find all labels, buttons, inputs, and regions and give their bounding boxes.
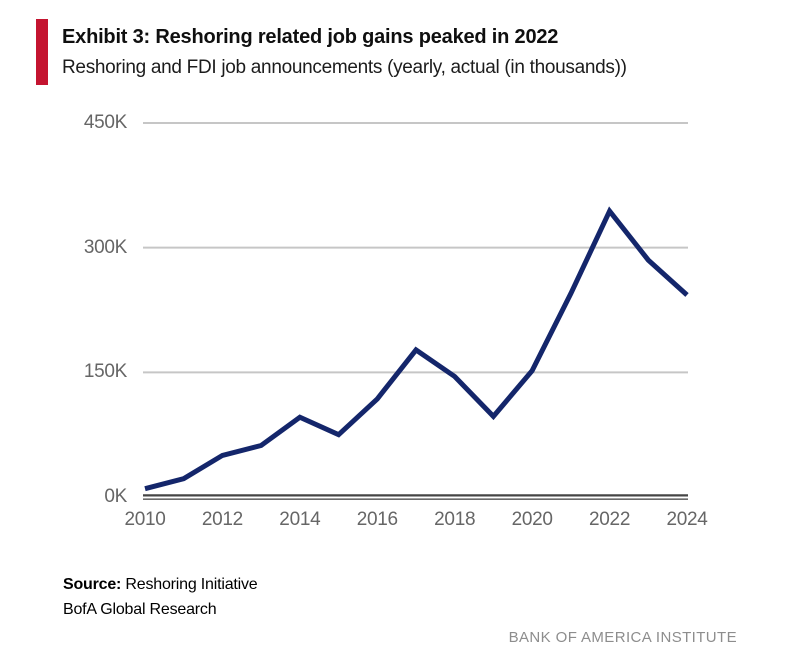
x-tick-label: 2012 xyxy=(201,509,243,530)
red-accent-bar xyxy=(36,19,48,85)
x-tick-label: 2020 xyxy=(511,509,553,530)
x-tick-label: 2022 xyxy=(589,509,631,530)
x-tick-label: 2014 xyxy=(279,509,321,530)
x-tick-label: 2010 xyxy=(124,509,166,530)
x-tick-label: 2024 xyxy=(666,509,708,530)
x-tick-label: 2018 xyxy=(434,509,476,530)
y-tick-label: 300K xyxy=(83,236,127,258)
institute-label: BANK OF AMERICA INSTITUTE xyxy=(508,629,737,646)
source-label: Source: xyxy=(63,576,122,593)
x-tick-label: 2016 xyxy=(356,509,398,530)
y-tick-label: 150K xyxy=(83,361,127,383)
data-line xyxy=(144,206,689,492)
exhibit-subtitle: Reshoring and FDI job announcements (yea… xyxy=(62,57,627,78)
y-tick-label: 450K xyxy=(83,112,127,133)
y-tick-label: 0K xyxy=(104,486,127,507)
source-text: Reshoring Initiative xyxy=(121,576,258,593)
source-line: Source: Reshoring Initiative xyxy=(63,576,258,594)
exhibit-title: Exhibit 3: Reshoring related job gains p… xyxy=(62,26,559,48)
source-line-2: BofA Global Research xyxy=(63,601,217,618)
